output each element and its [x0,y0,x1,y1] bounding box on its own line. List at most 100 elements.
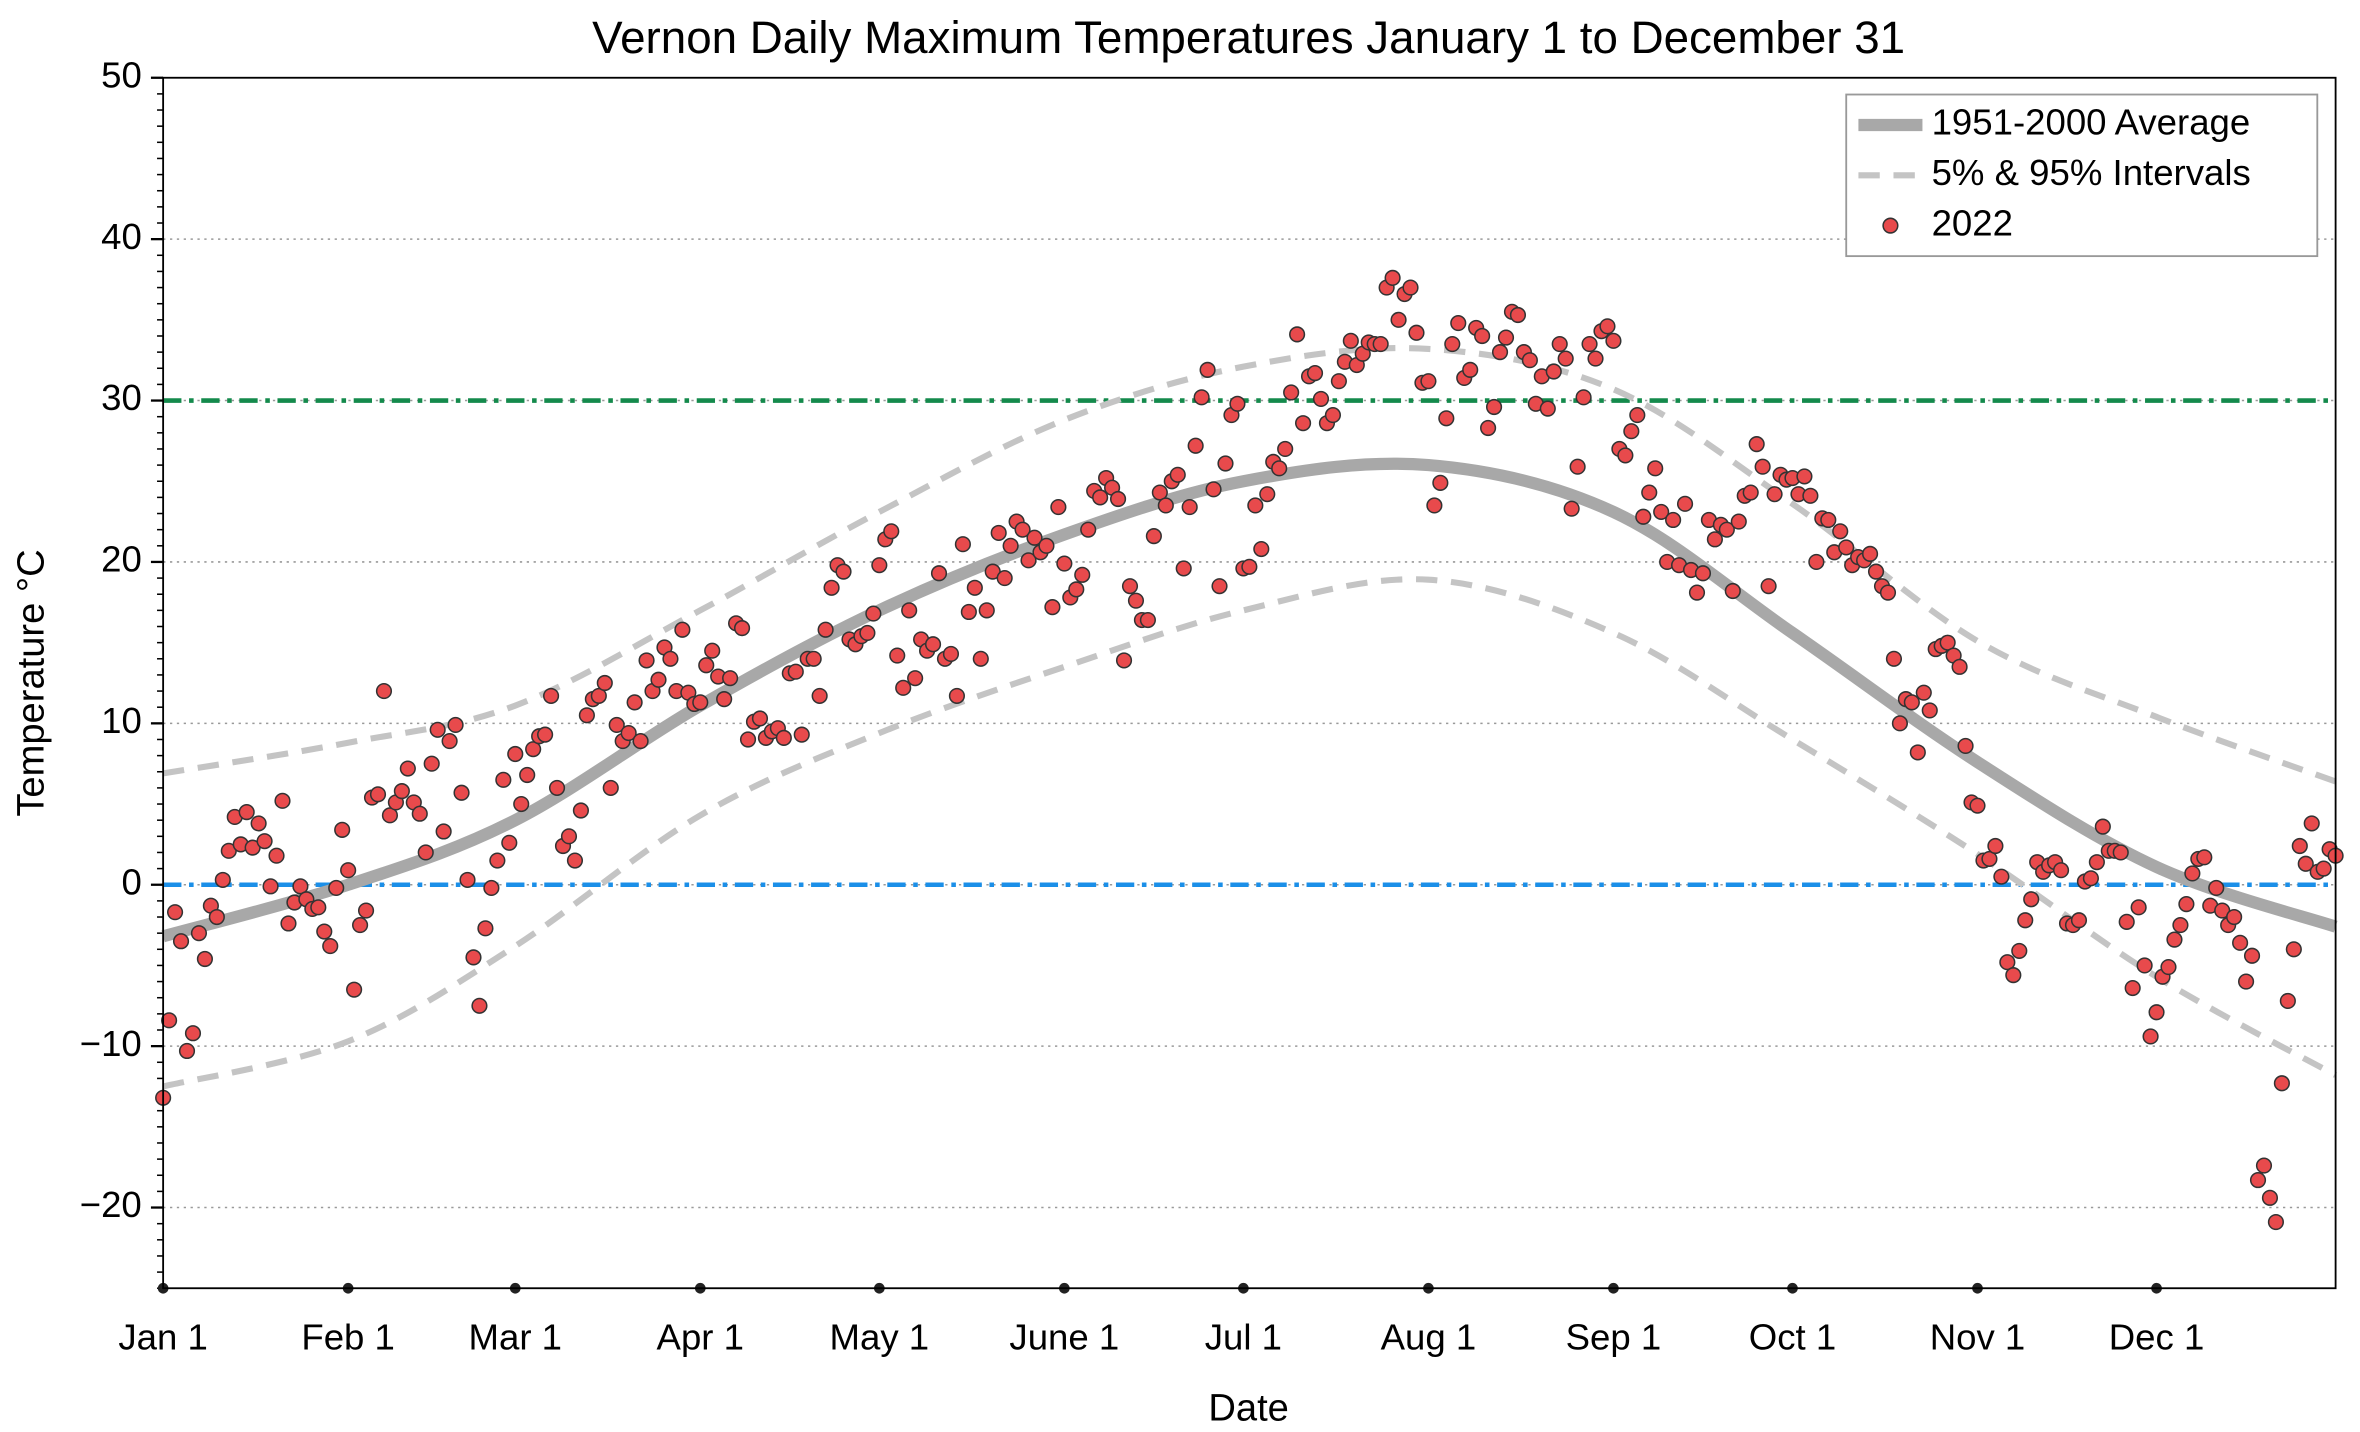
point [942,645,960,663]
plot-frame [162,76,2337,1290]
point [805,650,822,667]
point [990,524,1007,541]
point [1599,318,1616,335]
point [1372,335,1389,353]
y-tick-label: 40 [101,216,142,257]
point [817,621,834,638]
point [751,710,769,727]
point [2208,879,2225,897]
point [399,760,416,777]
point [357,902,375,919]
point [190,925,208,942]
point [2291,837,2308,855]
point [1796,468,1813,485]
point [1157,497,1174,514]
point [1175,560,1192,577]
y-tick-label: 20 [101,539,142,580]
point [1384,269,1401,286]
point [2166,931,2183,948]
legend-label: 2022 [1932,202,2013,243]
point [1999,954,2016,971]
point [1211,578,1228,595]
point [1838,539,1855,556]
point [161,1012,178,1029]
point [608,716,625,734]
point [1742,484,1759,501]
point [1002,537,1019,554]
series-line [161,457,2338,943]
point [2237,973,2255,990]
point [1867,563,1885,580]
point [214,871,231,888]
x-tick-label: Jul 1 [1205,1317,1282,1358]
point [1438,410,1455,427]
point [2094,818,2111,835]
point [346,981,363,998]
point [2148,1004,2165,1021]
point [1330,373,1347,390]
point [2005,967,2022,984]
x-tick-label: Aug 1 [1381,1317,1477,1358]
x-tick-label: Mar 1 [469,1317,562,1358]
point [1903,694,1920,711]
point [1730,513,1747,530]
point [280,915,297,932]
point [2303,815,2320,832]
point [2249,1172,2267,1189]
point [2226,908,2243,926]
point [1115,652,1133,669]
point [1969,797,1986,814]
point [2070,912,2088,929]
point [2118,913,2135,930]
point [1408,324,1425,341]
point [1306,365,1324,382]
point [507,745,524,763]
point [578,707,595,724]
point [895,679,912,696]
point [704,642,721,659]
point [1891,715,1908,732]
point [1951,658,1968,675]
point [423,755,440,772]
y-axis-label: Temperature °C [11,549,53,816]
point [1068,581,1085,598]
point [2052,862,2070,879]
point [1724,582,1741,600]
point [930,565,948,582]
point [1629,406,1646,424]
point [638,652,655,669]
point [889,647,906,664]
point [2017,912,2034,929]
point [901,602,918,619]
point [1271,460,1288,477]
point [692,694,709,711]
x-tick-label: Apr 1 [657,1317,744,1358]
x-tick-label: Oct 1 [1749,1317,1836,1358]
point [352,917,369,934]
point [1491,344,1509,361]
point [1080,521,1097,538]
legend-box [1845,93,2319,258]
point [172,933,190,950]
point [447,716,464,734]
point [602,779,619,796]
point [2136,957,2153,974]
x-tick-label: Nov 1 [1930,1317,2026,1358]
point [501,834,518,851]
point [674,621,691,638]
point [1241,558,1258,575]
point [1229,395,1246,412]
x-tick-label: Dec 1 [2109,1317,2205,1358]
x-tick-label: June 1 [1009,1317,1119,1358]
point [1014,521,1031,538]
point [477,920,494,937]
point [1390,311,1407,328]
point [1109,490,1127,508]
point [907,670,924,687]
point [1808,553,1825,571]
point [2088,854,2105,871]
point [835,563,852,580]
point [1605,332,1622,349]
point [1688,584,1706,601]
